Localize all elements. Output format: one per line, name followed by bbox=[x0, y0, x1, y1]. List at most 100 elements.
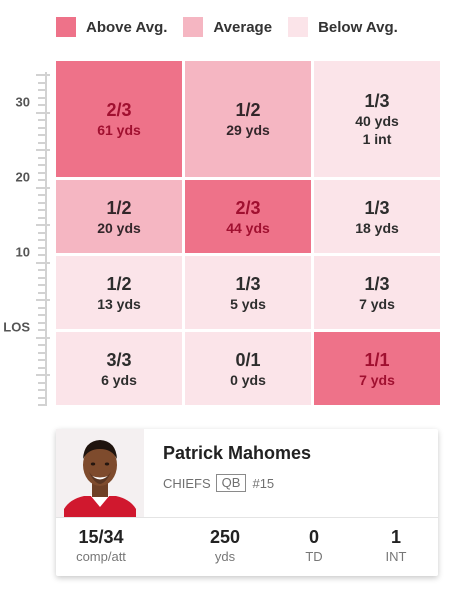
heatmap-legend: Above Avg. Average Below Avg. bbox=[56, 14, 414, 40]
yard-label-10: 10 bbox=[15, 244, 30, 260]
legend-item-below-avg: Below Avg. bbox=[288, 17, 398, 37]
axis-minor-tick bbox=[38, 216, 47, 219]
zone-completions: 1/3 bbox=[364, 197, 390, 218]
zone-yards: 6 yds bbox=[101, 371, 137, 388]
legend-swatch-above-avg bbox=[56, 17, 76, 37]
axis-major-tick bbox=[36, 224, 50, 226]
zone-completions: 0/1 bbox=[235, 349, 261, 370]
stat-interceptions: 1 INT bbox=[351, 518, 441, 566]
axis-minor-tick bbox=[38, 209, 47, 211]
stat-value: 250 bbox=[209, 527, 241, 547]
axis-minor-tick bbox=[38, 321, 47, 324]
stat-label: TD bbox=[305, 549, 323, 564]
stat-value: 15/34 bbox=[78, 527, 124, 547]
zone-yards: 7 yds bbox=[359, 371, 395, 388]
axis-minor-tick bbox=[38, 254, 47, 256]
axis-minor-tick bbox=[38, 269, 47, 271]
axis-minor-tick bbox=[38, 366, 47, 369]
axis-minor-tick bbox=[38, 164, 47, 166]
stat-label: yds bbox=[214, 549, 236, 564]
axis-minor-tick bbox=[38, 284, 47, 286]
axis-minor-tick bbox=[38, 396, 47, 399]
axis-minor-tick bbox=[38, 156, 47, 159]
axis-minor-tick bbox=[38, 96, 47, 99]
axis-minor-tick bbox=[38, 231, 47, 234]
axis-minor-tick bbox=[38, 381, 47, 384]
zone-cell-intermediate-right[interactable]: 1/3 18 yds bbox=[314, 180, 440, 253]
player-position-badge: QB bbox=[215, 474, 247, 492]
zone-yards: 5 yds bbox=[230, 295, 266, 312]
yard-label-20: 20 bbox=[15, 169, 30, 185]
axis-major-tick bbox=[36, 374, 50, 376]
axis-minor-tick bbox=[38, 119, 47, 121]
zone-yards: 40 yds bbox=[355, 113, 399, 129]
stat-yards: 250 yds bbox=[180, 518, 270, 566]
axis-major-tick bbox=[36, 336, 50, 339]
zone-interceptions: 1 int bbox=[362, 131, 392, 147]
zone-completions: 2/3 bbox=[106, 100, 132, 120]
zone-cell-behind-los-middle[interactable]: 0/1 0 yds bbox=[185, 332, 311, 405]
axis-major-tick bbox=[36, 74, 50, 76]
zone-cell-deep-left[interactable]: 2/3 61 yds bbox=[56, 61, 182, 177]
axis-minor-tick bbox=[38, 351, 47, 354]
zone-cell-short-left[interactable]: 1/2 13 yds bbox=[56, 256, 182, 329]
zone-cell-behind-los-left[interactable]: 3/3 6 yds bbox=[56, 332, 182, 405]
card-divider bbox=[56, 517, 438, 518]
axis-minor-tick bbox=[38, 314, 47, 316]
player-team: CHIEFS bbox=[163, 475, 211, 491]
zone-cell-short-middle[interactable]: 1/3 5 yds bbox=[185, 256, 311, 329]
zone-completions: 3/3 bbox=[106, 349, 132, 370]
axis-minor-tick bbox=[38, 134, 47, 136]
zone-cell-intermediate-middle[interactable]: 2/3 44 yds bbox=[185, 180, 311, 253]
zone-completions: 1/2 bbox=[235, 100, 261, 120]
yard-axis-line bbox=[45, 72, 47, 404]
axis-minor-tick bbox=[38, 179, 47, 181]
axis-minor-tick bbox=[38, 194, 47, 196]
zone-completions: 1/3 bbox=[235, 273, 261, 294]
stat-value: 0 bbox=[308, 527, 319, 547]
zone-completions: 1/2 bbox=[106, 273, 132, 294]
zone-cell-short-right[interactable]: 1/3 7 yds bbox=[314, 256, 440, 329]
legend-label: Average bbox=[213, 18, 273, 36]
yard-label-los: LOS bbox=[3, 319, 30, 335]
axis-minor-tick bbox=[38, 104, 47, 106]
stat-value: 1 bbox=[390, 527, 401, 547]
axis-minor-tick bbox=[38, 329, 47, 331]
legend-swatch-average bbox=[183, 17, 204, 37]
stat-comp-att: 15/34 comp/att bbox=[56, 518, 146, 566]
zone-cell-deep-right[interactable]: 1/3 40 yds 1 int bbox=[314, 61, 440, 177]
player-card[interactable]: Patrick Mahomes CHIEFS QB #15 15/34 comp… bbox=[56, 429, 438, 576]
yard-label-30: 30 bbox=[15, 94, 30, 110]
legend-swatch-below-avg bbox=[288, 17, 309, 37]
zone-yards: 29 yds bbox=[226, 122, 270, 138]
zone-yards: 20 yds bbox=[97, 219, 141, 236]
zone-cell-behind-los-right[interactable]: 1/1 7 yds bbox=[314, 332, 440, 405]
axis-minor-tick bbox=[38, 89, 47, 91]
zone-yards: 61 yds bbox=[97, 122, 141, 138]
zone-cell-intermediate-left[interactable]: 1/2 20 yds bbox=[56, 180, 182, 253]
player-header: Patrick Mahomes CHIEFS QB #15 bbox=[56, 429, 438, 517]
stat-label: INT bbox=[385, 549, 407, 564]
player-headshot-image bbox=[56, 429, 144, 517]
axis-minor-tick bbox=[38, 359, 47, 361]
axis-minor-tick bbox=[38, 291, 47, 294]
zone-cell-deep-middle[interactable]: 1/2 29 yds bbox=[185, 61, 311, 177]
player-info-line: CHIEFS QB #15 bbox=[163, 474, 274, 492]
legend-label: Below Avg. bbox=[318, 18, 398, 36]
axis-minor-tick bbox=[38, 306, 47, 309]
zone-completions: 1/3 bbox=[364, 273, 390, 294]
axis-minor-tick bbox=[38, 344, 47, 346]
axis-major-tick bbox=[36, 149, 50, 151]
axis-major-tick bbox=[36, 261, 50, 264]
axis-major-tick bbox=[36, 186, 50, 189]
legend-label: Above Avg. bbox=[86, 18, 168, 36]
zone-yards: 0 yds bbox=[230, 371, 266, 388]
legend-item-average: Average bbox=[183, 17, 272, 37]
axis-minor-tick bbox=[38, 126, 47, 129]
axis-minor-tick bbox=[38, 276, 47, 279]
axis-minor-tick bbox=[38, 389, 47, 391]
axis-minor-tick bbox=[38, 246, 47, 249]
zone-yards: 13 yds bbox=[97, 295, 141, 312]
axis-major-tick bbox=[36, 299, 50, 301]
zone-completions: 1/2 bbox=[106, 197, 132, 218]
